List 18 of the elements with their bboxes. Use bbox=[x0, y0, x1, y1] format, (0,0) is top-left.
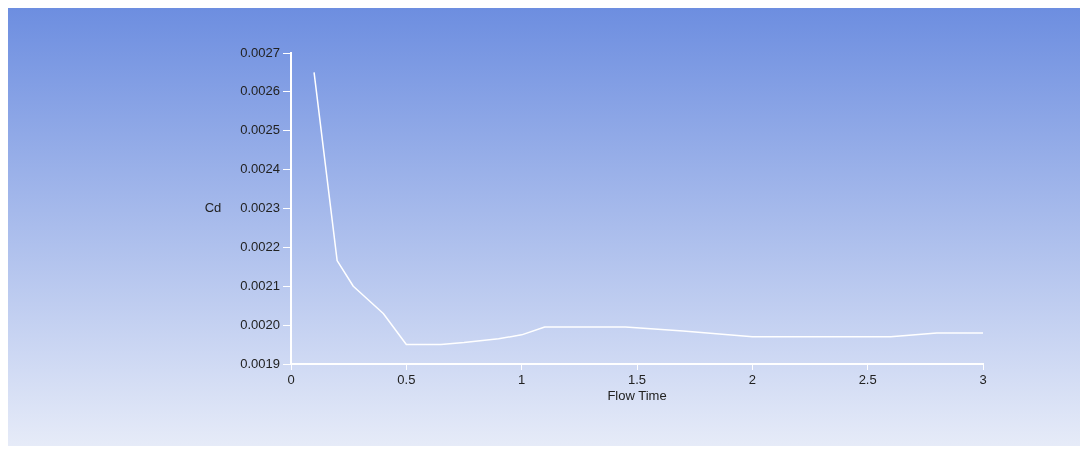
x-tick-label: 0.5 bbox=[397, 372, 416, 388]
x-tick-label: 0 bbox=[287, 372, 295, 388]
y-axis-title: Cd bbox=[204, 200, 222, 216]
y-tick-label: 0.0020 bbox=[240, 316, 280, 332]
y-tick-label: 0.0025 bbox=[240, 122, 280, 138]
y-tick-label: 0.0023 bbox=[240, 200, 280, 216]
x-axis-title: Flow Time bbox=[607, 387, 667, 403]
y-tick-label: 0.0022 bbox=[240, 238, 280, 254]
x-tick-label: 1 bbox=[518, 372, 526, 388]
y-tick-label: 0.0026 bbox=[240, 83, 280, 99]
y-tick-label: 0.0021 bbox=[240, 277, 280, 293]
y-tick-label: 0.0019 bbox=[240, 355, 280, 371]
x-tick-label: 2.5 bbox=[858, 372, 877, 388]
y-tick-label: 0.0024 bbox=[240, 161, 280, 177]
x-tick-label: 2 bbox=[748, 372, 756, 388]
x-tick-label: 3 bbox=[979, 372, 987, 388]
y-tick-label: 0.0027 bbox=[240, 44, 280, 60]
x-tick-label: 1.5 bbox=[627, 372, 647, 388]
